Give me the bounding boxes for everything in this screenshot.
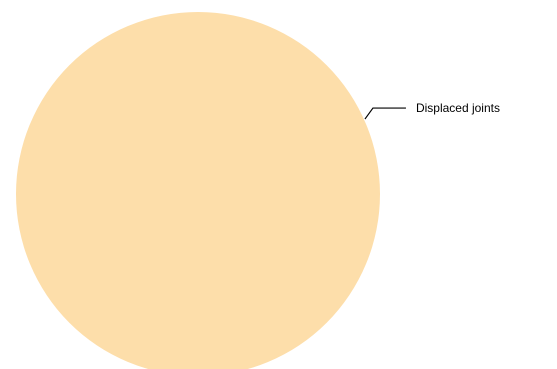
label-leader-line bbox=[364, 107, 406, 120]
pie-slice bbox=[16, 12, 380, 369]
pie-labels: Displaced joints bbox=[364, 101, 500, 120]
slice-label: Displaced joints bbox=[416, 101, 500, 115]
pie-slices bbox=[16, 12, 380, 369]
